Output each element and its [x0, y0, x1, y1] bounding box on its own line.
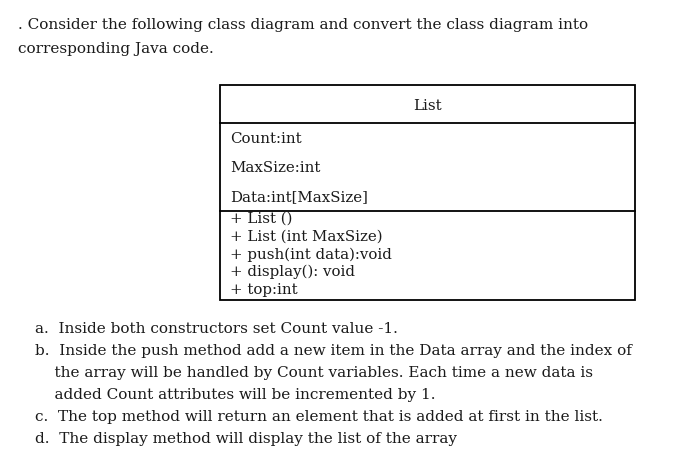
Text: + push(int data):void: + push(int data):void: [230, 247, 392, 262]
Text: + List (int MaxSize): + List (int MaxSize): [230, 230, 383, 243]
Text: added Count attributes will be incremented by 1.: added Count attributes will be increment…: [35, 388, 436, 402]
Text: d.  The display method will display the list of the array: d. The display method will display the l…: [35, 432, 457, 446]
Text: Data:int[MaxSize]: Data:int[MaxSize]: [230, 190, 368, 204]
Text: . Consider the following class diagram and convert the class diagram into: . Consider the following class diagram a…: [18, 18, 588, 32]
Text: MaxSize:int: MaxSize:int: [230, 161, 321, 175]
Text: corresponding Java code.: corresponding Java code.: [18, 42, 214, 56]
Text: + List (): + List (): [230, 212, 292, 226]
Text: + display(): void: + display(): void: [230, 265, 355, 279]
Text: b.  Inside the push method add a new item in the Data array and the index of: b. Inside the push method add a new item…: [35, 344, 632, 358]
Bar: [220, 85, 635, 300]
Text: the array will be handled by Count variables. Each time a new data is: the array will be handled by Count varia…: [35, 366, 593, 380]
Text: Count:int: Count:int: [230, 131, 302, 146]
Text: c.  The top method will return an element that is added at first in the list.: c. The top method will return an element…: [35, 410, 603, 424]
Text: + top:int: + top:int: [230, 283, 298, 297]
Text: List: List: [413, 99, 442, 113]
Text: a.  Inside both constructors set Count value -1.: a. Inside both constructors set Count va…: [35, 322, 398, 336]
